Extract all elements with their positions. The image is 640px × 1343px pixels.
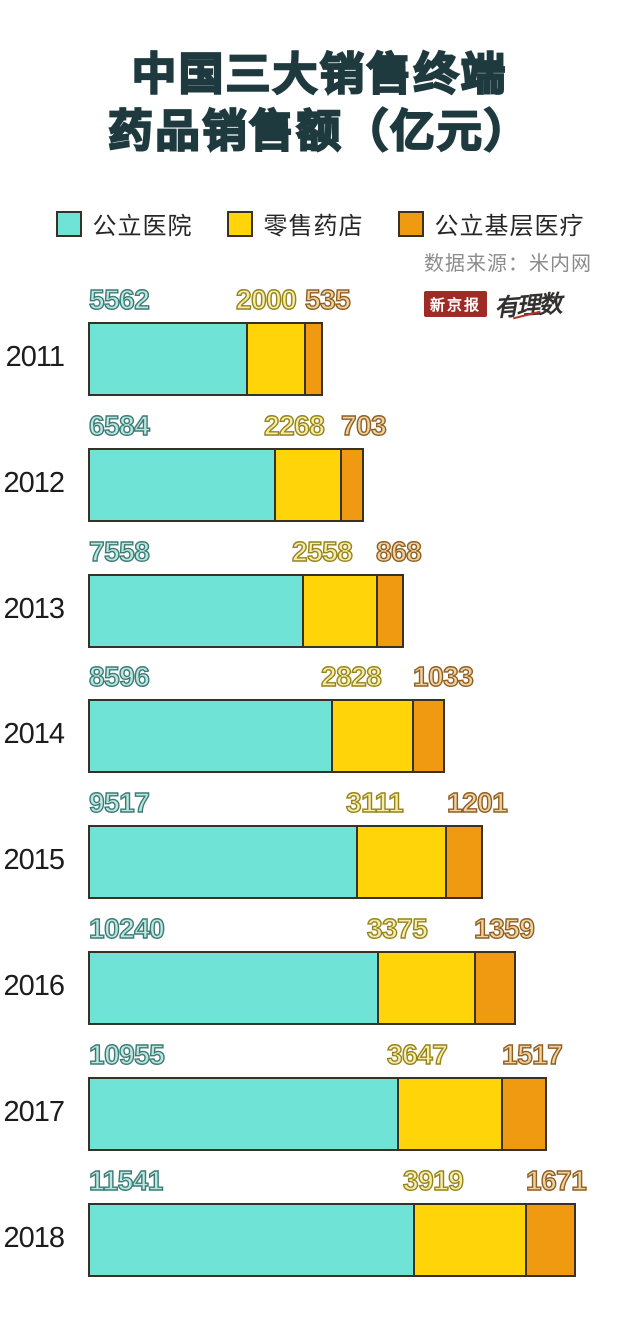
value-label-公立医院: 11541	[88, 1164, 164, 1196]
legend-label: 公立医院	[92, 213, 193, 240]
value-label-零售药店: 2000	[235, 283, 297, 315]
value-label-零售药店: 3919	[402, 1164, 464, 1196]
bar-segment-公立医院	[90, 827, 358, 897]
value-label-公立基层医疗: 1201	[446, 786, 508, 818]
chart-row-2016: 2016 10240 3375 1359	[0, 909, 640, 1035]
bar-segment-公立基层医疗	[306, 324, 321, 394]
year-label: 2017	[3, 1095, 65, 1128]
year-label: 2012	[3, 466, 65, 499]
value-label-公立医院: 9517	[88, 786, 150, 818]
value-label-公立医院: 5562	[88, 283, 150, 315]
year-label: 2015	[3, 843, 65, 876]
chart-row-2011: 2011 5562 2000 535	[0, 280, 640, 406]
stacked-bar	[88, 574, 404, 648]
value-label-公立基层医疗: 868	[375, 535, 422, 567]
stacked-bar	[88, 322, 323, 396]
value-label-公立基层医疗: 535	[304, 283, 351, 315]
chart-title: 中国三大销售终端 药品销售额（亿元）	[0, 46, 640, 160]
legend-item-零售药店: 零售药店	[226, 206, 364, 241]
chart-row-2013: 2013 7558 2558 868	[0, 532, 640, 658]
value-label-公立基层医疗: 1671	[525, 1164, 587, 1196]
value-label-公立基层医疗: 1517	[501, 1038, 563, 1070]
bar-segment-零售药店	[333, 701, 414, 771]
legend-label: 公立基层医疗	[434, 213, 585, 240]
stacked-bar	[88, 448, 364, 522]
legend-swatch-icon	[226, 210, 253, 237]
bar-segment-零售药店	[399, 1079, 503, 1149]
bar-segment-公立医院	[90, 576, 304, 646]
value-label-公立基层医疗: 1359	[473, 912, 535, 944]
chart-row-2015: 2015 9517 3111 1201	[0, 783, 640, 909]
value-label-公立医院: 10955	[88, 1038, 165, 1070]
stacked-bar	[88, 1077, 547, 1151]
bar-segment-零售药店	[415, 1205, 527, 1275]
bar-segment-公立医院	[90, 324, 248, 394]
publisher-logo: 新京报 有理数	[423, 286, 561, 322]
legend-swatch-icon	[55, 210, 82, 237]
value-label-零售药店: 3375	[366, 912, 428, 944]
bar-segment-公立基层医疗	[527, 1205, 574, 1275]
data-source-note: 数据来源：米内网	[424, 253, 592, 275]
year-label: 2018	[3, 1221, 65, 1254]
value-label-公立医院: 10240	[88, 912, 165, 944]
year-label: 2013	[3, 592, 65, 625]
chart-row-2018: 2018 11541 3919 1671	[0, 1161, 640, 1287]
bar-segment-公立基层医疗	[447, 827, 481, 897]
bar-segment-零售药店	[379, 953, 476, 1023]
value-label-公立医院: 6584	[88, 409, 150, 441]
value-label-零售药店: 2558	[291, 535, 353, 567]
chart-row-2017: 2017 10955 3647 1517	[0, 1035, 640, 1161]
legend: 公立医院 零售药店 公立基层医疗	[0, 206, 640, 241]
bar-segment-零售药店	[358, 827, 447, 897]
legend-item-公立基层医疗: 公立基层医疗	[397, 206, 585, 241]
bar-segment-公立基层医疗	[342, 450, 362, 520]
bar-segment-零售药店	[276, 450, 342, 520]
bar-segment-零售药店	[248, 324, 306, 394]
legend-item-公立医院: 公立医院	[55, 206, 193, 241]
bar-segment-公立医院	[90, 701, 333, 771]
year-label: 2016	[3, 969, 65, 1002]
stacked-bar	[88, 825, 483, 899]
value-label-公立基层医疗: 1033	[412, 660, 474, 692]
chart-row-2014: 2014 8596 2828 1033	[0, 657, 640, 783]
legend-swatch-icon	[397, 210, 424, 237]
value-label-零售药店: 3647	[386, 1038, 448, 1070]
bar-segment-公立医院	[90, 1205, 415, 1275]
value-label-公立基层医疗: 703	[340, 409, 387, 441]
bar-segment-公立医院	[90, 953, 379, 1023]
chart-title-line2: 药品销售额（亿元）	[107, 106, 532, 157]
chart-title-line1: 中国三大销售终端	[131, 49, 508, 100]
bar-segment-公立基层医疗	[503, 1079, 545, 1149]
xinjingbao-badge: 新京报	[423, 290, 487, 317]
value-label-零售药店: 3111	[345, 786, 404, 818]
value-label-公立医院: 8596	[88, 660, 150, 692]
stacked-bar	[88, 951, 516, 1025]
bar-segment-公立基层医疗	[414, 701, 443, 771]
value-label-零售药店: 2268	[263, 409, 325, 441]
bar-segment-公立医院	[90, 450, 276, 520]
value-label-公立医院: 7558	[88, 535, 150, 567]
stacked-bar	[88, 699, 445, 773]
bar-segment-公立医院	[90, 1079, 399, 1149]
year-label: 2014	[3, 717, 65, 750]
bar-segment-公立基层医疗	[476, 953, 514, 1023]
legend-label: 零售药店	[263, 213, 364, 240]
value-label-零售药店: 2828	[320, 660, 382, 692]
stacked-bar	[88, 1203, 576, 1277]
chart-row-2012: 2012 6584 2268 703	[0, 406, 640, 532]
bar-segment-零售药店	[304, 576, 378, 646]
year-label: 2011	[5, 340, 65, 373]
stacked-bar-chart: 2011 5562 2000 535 2012 6584 2268 703 2013 7558 25…	[0, 280, 640, 1290]
bar-segment-公立基层医疗	[378, 576, 402, 646]
